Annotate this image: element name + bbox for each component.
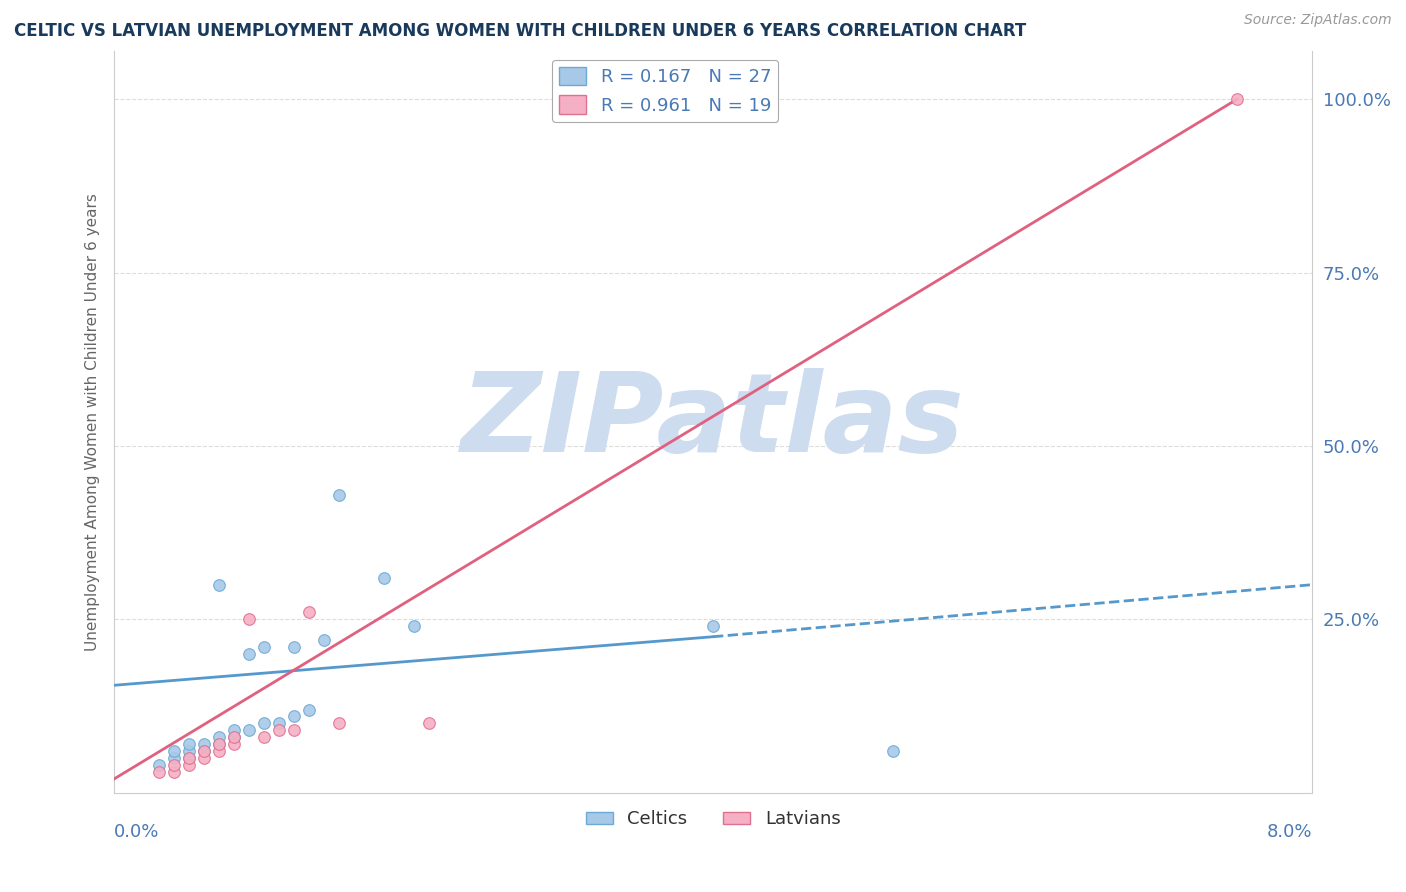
Point bbox=[163, 751, 186, 765]
Point bbox=[208, 577, 231, 591]
Legend: Celtics, Latvians: Celtics, Latvians bbox=[578, 803, 848, 836]
Point bbox=[253, 731, 276, 745]
Point bbox=[163, 764, 186, 779]
Text: CELTIC VS LATVIAN UNEMPLOYMENT AMONG WOMEN WITH CHILDREN UNDER 6 YEARS CORRELATI: CELTIC VS LATVIAN UNEMPLOYMENT AMONG WOM… bbox=[14, 22, 1026, 40]
Point bbox=[283, 723, 305, 738]
Point bbox=[222, 723, 245, 738]
Point bbox=[177, 737, 200, 751]
Point bbox=[328, 487, 350, 501]
Point bbox=[267, 716, 290, 731]
Text: Source: ZipAtlas.com: Source: ZipAtlas.com bbox=[1244, 13, 1392, 28]
Text: 8.0%: 8.0% bbox=[1267, 823, 1312, 841]
Point bbox=[177, 751, 200, 765]
Point bbox=[328, 716, 350, 731]
Point bbox=[238, 723, 260, 738]
Point bbox=[298, 702, 321, 716]
Point bbox=[208, 737, 231, 751]
Point bbox=[163, 744, 186, 758]
Point bbox=[373, 571, 395, 585]
Point bbox=[283, 709, 305, 723]
Y-axis label: Unemployment Among Women with Children Under 6 years: Unemployment Among Women with Children U… bbox=[86, 193, 100, 650]
Point bbox=[312, 633, 335, 648]
Point bbox=[193, 737, 215, 751]
Point bbox=[163, 758, 186, 772]
Point bbox=[402, 619, 425, 633]
Point bbox=[148, 758, 170, 772]
Point bbox=[177, 744, 200, 758]
Point bbox=[222, 731, 245, 745]
Point bbox=[177, 758, 200, 772]
Point bbox=[882, 744, 904, 758]
Point bbox=[193, 744, 215, 758]
Point bbox=[253, 716, 276, 731]
Point bbox=[1226, 92, 1249, 106]
Point bbox=[238, 647, 260, 661]
Point bbox=[253, 640, 276, 654]
Point bbox=[222, 731, 245, 745]
Point bbox=[238, 612, 260, 626]
Point bbox=[418, 716, 440, 731]
Point bbox=[208, 737, 231, 751]
Point bbox=[222, 737, 245, 751]
Text: 0.0%: 0.0% bbox=[114, 823, 159, 841]
Point bbox=[298, 606, 321, 620]
Point bbox=[208, 744, 231, 758]
Text: ZIPatlas: ZIPatlas bbox=[461, 368, 965, 475]
Point bbox=[702, 619, 724, 633]
Point bbox=[193, 744, 215, 758]
Point bbox=[177, 751, 200, 765]
Point bbox=[193, 751, 215, 765]
Point bbox=[208, 731, 231, 745]
Point bbox=[283, 640, 305, 654]
Point bbox=[267, 723, 290, 738]
Point bbox=[148, 764, 170, 779]
